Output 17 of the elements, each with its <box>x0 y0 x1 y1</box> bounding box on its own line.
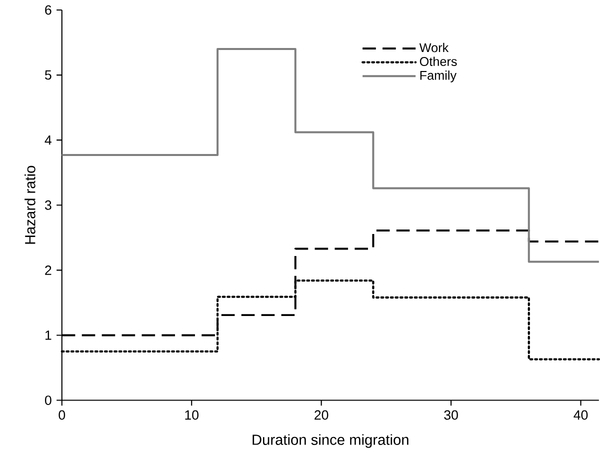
x-tick-label: 40 <box>574 410 588 420</box>
x-tick-label: 30 <box>444 410 458 420</box>
y-tick-label: 4 <box>44 135 52 145</box>
x-axis-title: Duration since migration <box>252 434 408 448</box>
y-tick-label: 0 <box>44 395 52 405</box>
legend-label: Others <box>420 56 457 66</box>
y-tick-label: 5 <box>45 70 52 80</box>
y-tick-label: 1 <box>45 330 52 340</box>
legend-label: Work <box>419 42 449 52</box>
legend-label: Family <box>420 70 457 82</box>
x-tick-label: 0 <box>58 410 66 420</box>
y-axis-title: Hazard ratio <box>24 166 36 244</box>
x-tick-label: 10 <box>185 410 198 420</box>
y-tick-label: 2 <box>45 265 52 275</box>
y-tick-label: 3 <box>44 200 52 210</box>
x-tick-label: 20 <box>314 410 328 420</box>
y-tick-label: 6 <box>45 5 52 15</box>
